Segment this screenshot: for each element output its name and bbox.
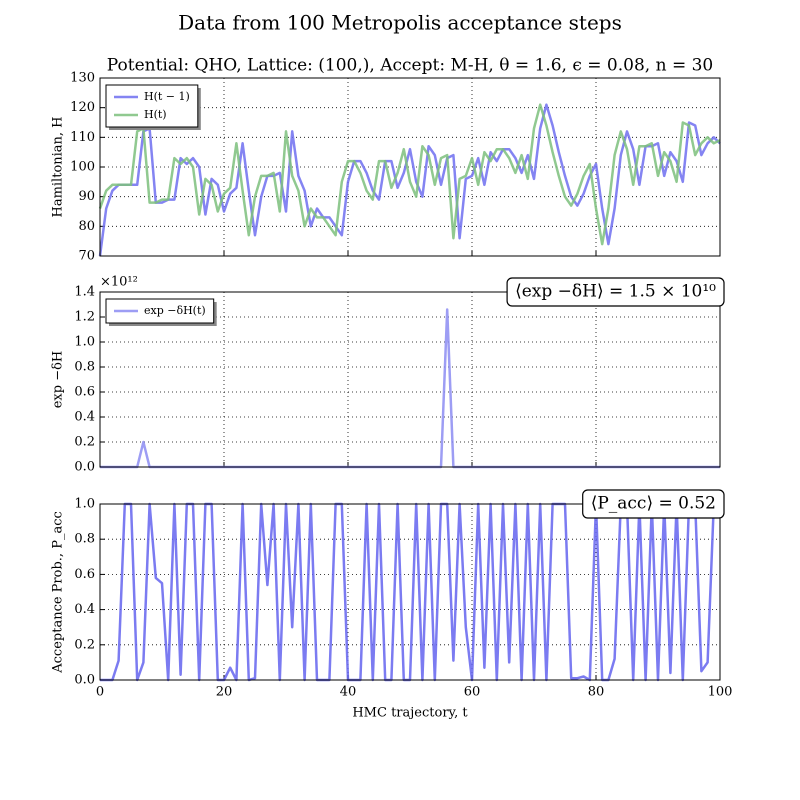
legend-label: H(t) [144, 108, 167, 121]
x-tick-label: 80 [588, 685, 605, 700]
figure-title: Data from 100 Metropolis acceptance step… [178, 11, 622, 35]
annotation: ⟨exp −δH⟩ = 1.5 × 10¹⁰ [506, 277, 725, 307]
series-line [98, 103, 721, 246]
y-tick-label: 120 [70, 100, 95, 115]
y-tick-label: 0.0 [74, 460, 95, 475]
x-axis-label: HMC trajectory, t [352, 706, 468, 721]
series-line [100, 502, 720, 682]
annotation-text: ⟨P_acc⟩ = 0.52 [591, 494, 716, 514]
y-tick-label: 80 [78, 219, 95, 234]
annotation: ⟨P_acc⟩ = 0.52 [582, 489, 725, 519]
x-tick-label: 20 [216, 685, 233, 700]
y-tick-label: 0.6 [74, 567, 95, 582]
annotation-box [582, 489, 725, 519]
y-tick-label: 70 [78, 249, 95, 264]
x-tick-label: 0 [96, 685, 104, 700]
y-axis-label: Acceptance Prob., P_acc [51, 511, 66, 673]
plot-frame [99, 291, 721, 468]
y-tick-label: 1.2 [74, 310, 95, 325]
y-tick-label: 0.0 [74, 673, 95, 688]
y-tick-label: 0.6 [74, 385, 95, 400]
y-tick-label: 100 [70, 160, 95, 175]
y-tick-label: 110 [70, 130, 95, 145]
y-tick-label: 0.8 [74, 360, 95, 375]
y-axis-label: Hamiltonian, H [51, 116, 66, 217]
y-tick-label: 0.2 [74, 435, 95, 450]
y-tick-label: 130 [70, 71, 95, 86]
x-tick-label: 100 [708, 685, 733, 700]
legend: H(t − 1) H(t) [105, 84, 201, 130]
x-tick-label: 40 [340, 685, 357, 700]
legend-box [105, 84, 199, 128]
x-tick-label: 60 [464, 685, 481, 700]
subtitle: Potential: QHO, Lattice: (100,), Accept:… [107, 56, 713, 76]
y-tick-label: 1.0 [74, 335, 95, 350]
series-line [100, 308, 720, 469]
legend-label: exp −δH(t) [144, 304, 206, 317]
legend: exp −δH(t) [105, 298, 217, 326]
plot-frame [99, 503, 721, 681]
y-tick-label: 90 [78, 189, 95, 204]
y-tick-label: 0.2 [74, 637, 95, 652]
y-axis-label: exp −δH [51, 351, 66, 409]
offset-label: ×10¹² [100, 275, 138, 290]
annotation-box [506, 277, 725, 307]
y-tick-label: 0.4 [74, 410, 95, 425]
series-line [98, 103, 721, 257]
y-tick-label: 1.4 [74, 285, 95, 300]
legend-label: H(t − 1) [144, 90, 190, 103]
annotation-text: ⟨exp −δH⟩ = 1.5 × 10¹⁰ [515, 282, 716, 302]
plot-frame [99, 77, 721, 257]
y-tick-label: 0.4 [74, 602, 95, 617]
y-tick-label: 1.0 [74, 497, 95, 512]
y-tick-label: 0.8 [74, 532, 95, 547]
